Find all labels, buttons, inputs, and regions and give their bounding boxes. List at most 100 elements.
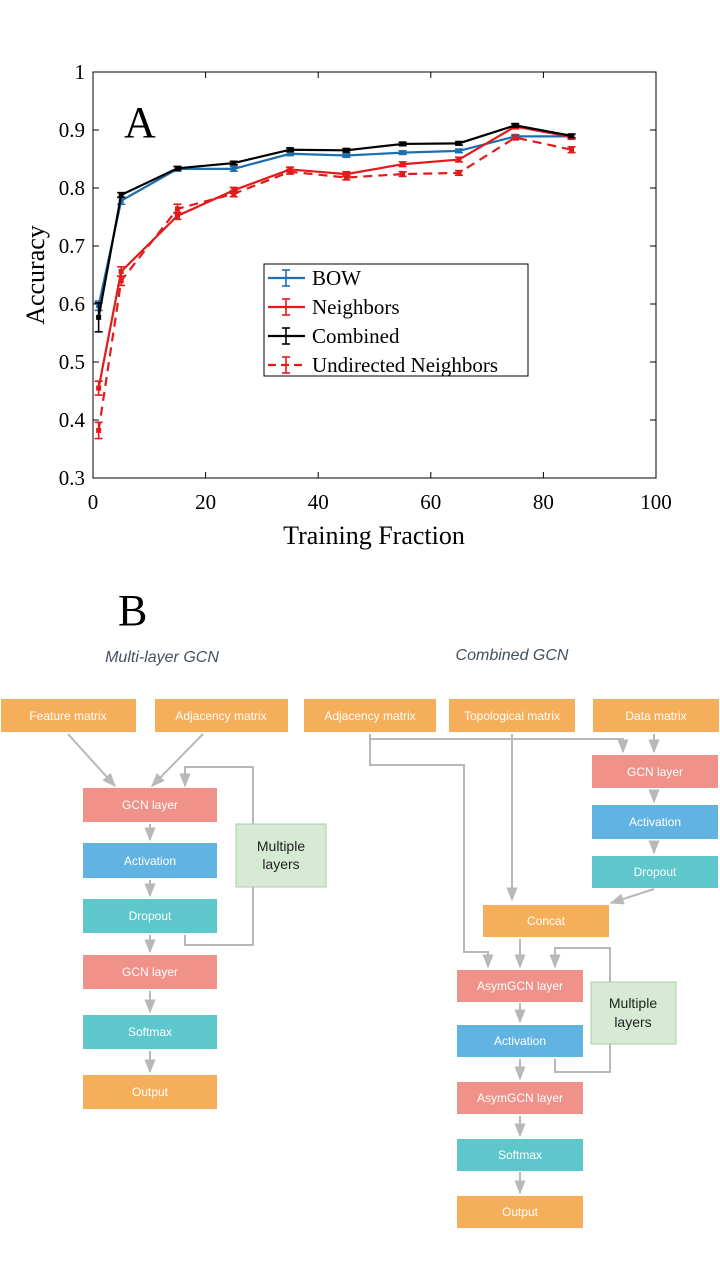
node-label: Output [132,1085,169,1099]
x-tick-label: 60 [420,490,441,514]
y-tick-label: 0.5 [59,350,85,374]
plot-frame [92,71,657,479]
node-activation-right-top: Activation [592,805,718,839]
node-label-line-1: Multiple [257,838,305,854]
data-point [231,166,237,172]
node-label: Softmax [128,1025,172,1039]
x-axis-label: Training Fraction [283,521,465,550]
data-point [287,147,293,153]
node-box [449,699,575,732]
panel-b-label: B [118,586,147,635]
data-point [231,160,237,166]
diagram-connectors [67,733,660,1195]
x-tick-label: 20 [195,490,216,514]
y-tick-label: 0.8 [59,176,85,200]
node-label: Activation [494,1034,546,1048]
data-point [456,157,462,163]
node-label: Output [502,1205,539,1219]
data-point [287,151,293,157]
legend-label: Neighbors [312,295,400,319]
legend-label: BOW [312,266,361,290]
node-dropout-right: Dropout [592,856,718,888]
data-point [287,169,293,175]
data-point [400,141,406,147]
series-undirected-neighbors [94,134,576,440]
node-box [457,1082,583,1114]
node-label: Activation [124,854,176,868]
legend: BOW Neighbors Combined Undirected Neighbors [263,263,529,377]
arrow-feature-to-gcn [67,733,116,788]
legend-label: Combined [312,324,400,348]
node-box [83,788,217,822]
data-point [456,140,462,146]
panel-a-label: A [124,98,156,147]
node-label: Feature matrix [29,709,106,723]
series-line [97,136,572,431]
node-label: Softmax [498,1148,542,1162]
data-point [96,385,102,391]
x-axis-ticks: 0 20 40 60 80 100 [88,72,672,514]
node-box [83,955,217,989]
node-box [457,1196,583,1228]
node-feature-matrix: Feature matrix [1,699,136,732]
data-point [343,153,349,159]
data-point [174,206,180,212]
node-box [1,699,136,732]
data-point [456,170,462,176]
node-box [590,981,677,1045]
arrow-adjacency-to-gcn-layer [369,734,629,754]
node-softmax-left: Softmax [83,1015,217,1049]
data-point [174,165,180,171]
series-line [97,124,572,318]
node-box [457,1139,583,1171]
node-box [457,970,583,1002]
series-combined [94,122,576,333]
node-label: GCN layer [122,965,178,979]
node-label: Dropout [129,909,172,923]
node-box [592,805,718,839]
node-gcn-layer-right: GCN layer [592,755,718,788]
node-gcn-layer-left-1: GCN layer [83,788,217,822]
arrow-adjacency-to-asymgcn [369,739,494,969]
data-point [96,427,102,433]
multiple-layers-box-left: Multiple layers [235,823,327,888]
arrow-adjacency-to-gcn [151,733,204,787]
legend-label: Undirected Neighbors [312,353,498,377]
data-point [343,147,349,153]
node-label: Concat [527,914,566,928]
data-point [400,161,406,167]
data-point [569,147,575,153]
combined-gcn-title: Combined GCN [456,647,569,664]
y-axis-ticks: 0.3 0.4 0.5 0.6 0.7 0.8 0.9 1 [59,60,656,490]
node-softmax-right: Softmax [457,1139,583,1171]
node-gcn-layer-left-2: GCN layer [83,955,217,989]
node-activation-right: Activation [457,1025,583,1057]
multi-layer-gcn-title: Multi-layer GCN [105,649,219,666]
node-box [235,823,327,888]
series-layer [94,122,576,440]
y-tick-label: 0.3 [59,466,85,490]
node-label: Dropout [634,865,677,879]
data-point [118,192,124,198]
x-tick-label: 40 [308,490,329,514]
node-label: Topological matrix [464,709,560,723]
multiple-layers-box-right: Multiple layers [590,981,677,1045]
legend-box [263,263,529,377]
data-point [118,269,124,275]
node-label: AsymGCN layer [477,979,563,993]
data-point [231,191,237,197]
data-point [118,278,124,284]
node-data-matrix: Data matrix [593,699,719,732]
data-point [400,150,406,156]
node-topological-matrix: Topological matrix [449,699,575,732]
y-tick-label: 1 [75,60,86,84]
data-point [456,148,462,154]
node-output-left: Output [83,1075,217,1109]
x-tick-label: 100 [640,490,672,514]
data-point [512,122,518,128]
node-label: GCN layer [627,765,683,779]
node-asymgcn-layer-1: AsymGCN layer [457,970,583,1002]
y-tick-label: 0.4 [59,408,86,432]
data-point [174,213,180,219]
